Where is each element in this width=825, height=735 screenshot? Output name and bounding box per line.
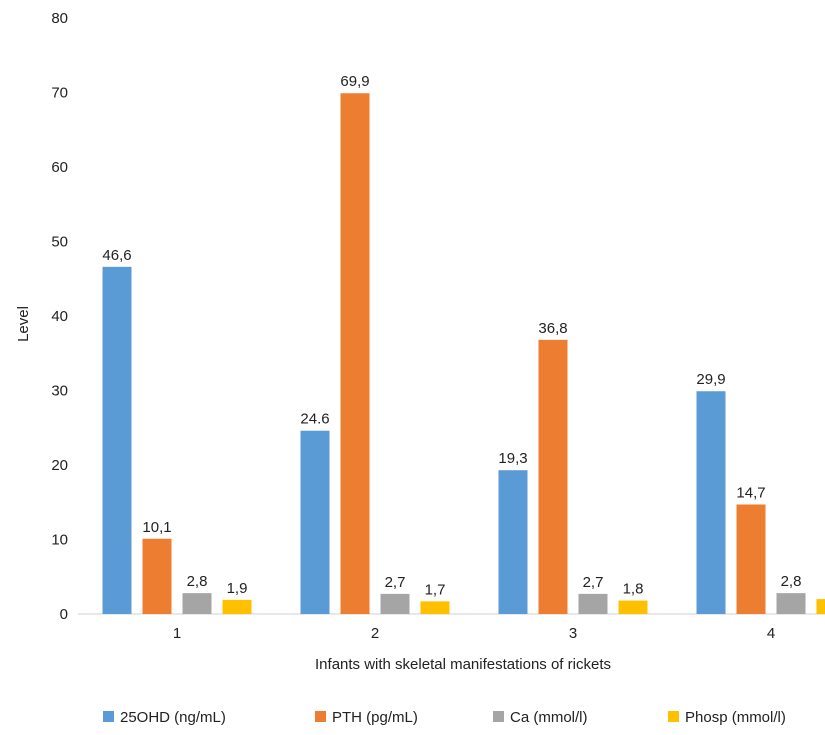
data-label: 2,8 bbox=[187, 573, 208, 590]
bar bbox=[301, 431, 330, 614]
data-label: 1,8 bbox=[623, 581, 644, 598]
legend-item: Ca (mmol/l) bbox=[493, 709, 588, 726]
x-tick-label: 4 bbox=[767, 625, 775, 642]
bar bbox=[223, 600, 252, 614]
legend-item: Phosp (mmol/l) bbox=[668, 709, 786, 726]
data-label: 2,7 bbox=[385, 574, 406, 591]
y-axis-title: Level bbox=[15, 306, 32, 342]
bar bbox=[183, 593, 212, 614]
bar bbox=[777, 593, 806, 614]
bar bbox=[579, 594, 608, 614]
y-tick-label: 10 bbox=[51, 532, 68, 549]
legend-swatch bbox=[103, 711, 114, 722]
legend-swatch bbox=[668, 711, 679, 722]
legend-swatch bbox=[315, 711, 326, 722]
y-axis-ticks: 0 10 20 30 40 50 60 70 80 bbox=[51, 10, 68, 623]
bar bbox=[817, 599, 825, 614]
x-tick-label: 1 bbox=[173, 625, 181, 642]
y-tick-label: 20 bbox=[51, 457, 68, 474]
bar bbox=[539, 340, 568, 614]
data-label: 36,8 bbox=[538, 320, 567, 337]
y-tick-label: 40 bbox=[51, 308, 68, 325]
x-tick-label: 2 bbox=[371, 625, 379, 642]
data-label: 69,9 bbox=[340, 73, 369, 90]
legend-item: PTH (pg/mL) bbox=[315, 709, 418, 726]
legend-label: PTH (pg/mL) bbox=[332, 709, 418, 726]
data-label: 29,9 bbox=[696, 371, 725, 388]
y-tick-label: 50 bbox=[51, 234, 68, 251]
bar bbox=[341, 93, 370, 614]
y-tick-label: 80 bbox=[51, 10, 68, 27]
legend-label: Ca (mmol/l) bbox=[510, 709, 588, 726]
data-label: 2,8 bbox=[781, 573, 802, 590]
data-label: 14,7 bbox=[736, 484, 765, 501]
data-label: 46,6 bbox=[102, 247, 131, 264]
data-label: 1,9 bbox=[227, 580, 248, 597]
bar bbox=[421, 601, 450, 614]
bar bbox=[619, 601, 648, 614]
bar bbox=[737, 504, 766, 614]
bar bbox=[143, 539, 172, 614]
legend: 25OHD (ng/mL) PTH (pg/mL) Ca (mmol/l) Phosp… bbox=[103, 709, 786, 726]
x-axis-ticks: 1 2 3 4 bbox=[173, 625, 775, 642]
x-tick-label: 3 bbox=[569, 625, 577, 642]
data-label: 19,3 bbox=[498, 450, 527, 467]
bar bbox=[381, 594, 410, 614]
legend-label: 25OHD (ng/mL) bbox=[120, 709, 226, 726]
data-label: 1,7 bbox=[425, 581, 446, 598]
y-tick-label: 0 bbox=[60, 606, 68, 623]
data-label: 24.6 bbox=[300, 411, 329, 428]
y-tick-label: 70 bbox=[51, 85, 68, 102]
data-label: 2,7 bbox=[583, 574, 604, 591]
bar bbox=[697, 391, 726, 614]
data-label: 10,1 bbox=[142, 519, 171, 536]
legend-item: 25OHD (ng/mL) bbox=[103, 709, 226, 726]
bar bbox=[103, 267, 132, 614]
y-tick-label: 30 bbox=[51, 383, 68, 400]
bars bbox=[103, 93, 825, 614]
legend-label: Phosp (mmol/l) bbox=[685, 709, 786, 726]
y-tick-label: 60 bbox=[51, 159, 68, 176]
x-axis-title: Infants with skeletal manifestations of … bbox=[315, 656, 611, 673]
bar bbox=[499, 470, 528, 614]
legend-swatch bbox=[493, 711, 504, 722]
